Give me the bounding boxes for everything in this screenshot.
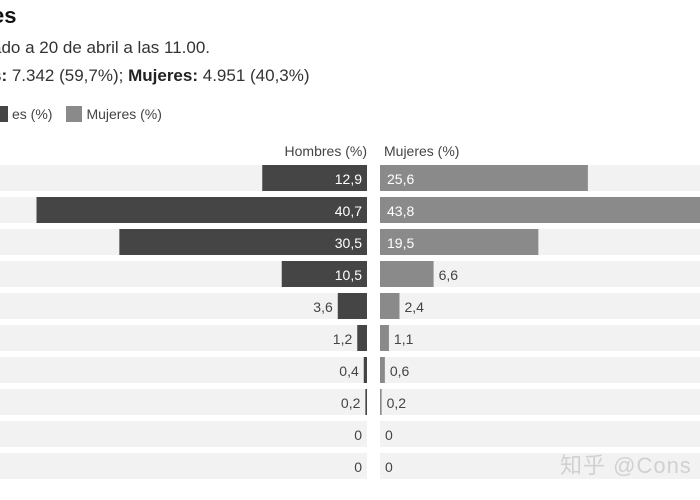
row-band-left-7 <box>0 389 367 415</box>
value-label-women-7: 0,2 <box>387 395 407 411</box>
row-band-right-9 <box>380 453 700 479</box>
women-summary-label: Mujeres: <box>128 66 199 85</box>
men-summary-label: s: <box>0 66 8 85</box>
chart-legend: es (%) Mujeres (%) <box>0 106 176 122</box>
row-band-left-9 <box>0 453 367 479</box>
legend-label-men: es (%) <box>12 106 53 122</box>
row-band-left-8 <box>0 421 367 447</box>
row-band-right-8 <box>380 421 700 447</box>
bar-women-0 <box>380 165 588 191</box>
value-label-women-4: 2,4 <box>404 299 424 315</box>
bar-men-5 <box>357 325 367 351</box>
bar-men-1 <box>36 197 368 223</box>
series-header-men: Hombres (%) <box>285 143 367 159</box>
men-summary-value: 7.342 (59,7%); <box>7 66 129 85</box>
value-label-men-0: 12,9 <box>335 171 362 187</box>
row-band-right-7 <box>380 389 700 415</box>
value-label-women-2: 19,5 <box>387 235 414 251</box>
bar-women-7 <box>380 389 382 415</box>
value-label-women-8: 0 <box>385 427 393 443</box>
bar-women-2 <box>380 229 539 255</box>
value-label-men-2: 30,5 <box>335 235 362 251</box>
chart-summary: s: 7.342 (59,7%); Mujeres: 4.951 (40,3%) <box>0 66 310 86</box>
bar-men-4 <box>337 293 367 319</box>
legend-swatch-women <box>66 106 83 122</box>
value-label-men-3: 10,5 <box>335 267 362 283</box>
value-label-men-7: 0,2 <box>341 395 361 411</box>
watermark: 知乎 @Cons <box>560 453 692 478</box>
legend-item-women: Mujeres (%) <box>66 106 162 122</box>
row-band-right-5 <box>380 325 700 351</box>
legend-label-women: Mujeres (%) <box>86 106 162 122</box>
value-label-men-4: 3,6 <box>313 299 333 315</box>
value-label-men-8: 0 <box>354 427 362 443</box>
series-header-women: Mujeres (%) <box>384 143 459 159</box>
bar-women-5 <box>380 325 389 351</box>
value-label-men-5: 1,2 <box>333 331 353 347</box>
value-label-women-9: 0 <box>385 459 393 475</box>
bar-women-3 <box>380 261 434 287</box>
row-band-left-5 <box>0 325 367 351</box>
bar-men-7 <box>365 389 367 415</box>
legend-swatch-men <box>0 106 8 122</box>
value-label-men-1: 40,7 <box>335 203 362 219</box>
row-band-left-4 <box>0 293 367 319</box>
chart-subtitle: ado a 20 de abril a las 11.00. <box>0 38 211 57</box>
row-band-right-6 <box>380 357 700 383</box>
row-band-left-6 <box>0 357 367 383</box>
value-label-women-6: 0,6 <box>390 363 410 379</box>
bar-men-6 <box>363 357 367 383</box>
row-band-right-4 <box>380 293 700 319</box>
bar-men-3 <box>281 261 367 287</box>
value-label-women-1: 43,8 <box>387 203 414 219</box>
chart-title: es <box>0 3 17 28</box>
bar-women-4 <box>380 293 400 319</box>
value-label-women-0: 25,6 <box>387 171 414 187</box>
bar-women-1 <box>380 197 700 223</box>
value-label-women-3: 6,6 <box>439 267 459 283</box>
value-label-women-5: 1,1 <box>394 331 414 347</box>
bar-men-2 <box>119 229 367 255</box>
bar-men-0 <box>262 165 367 191</box>
legend-item-men: es (%) <box>0 106 52 122</box>
value-label-men-9: 0 <box>354 459 362 475</box>
women-summary-value: 4.951 (40,3%) <box>198 66 310 85</box>
bar-women-6 <box>380 357 385 383</box>
value-label-men-6: 0,4 <box>339 363 359 379</box>
